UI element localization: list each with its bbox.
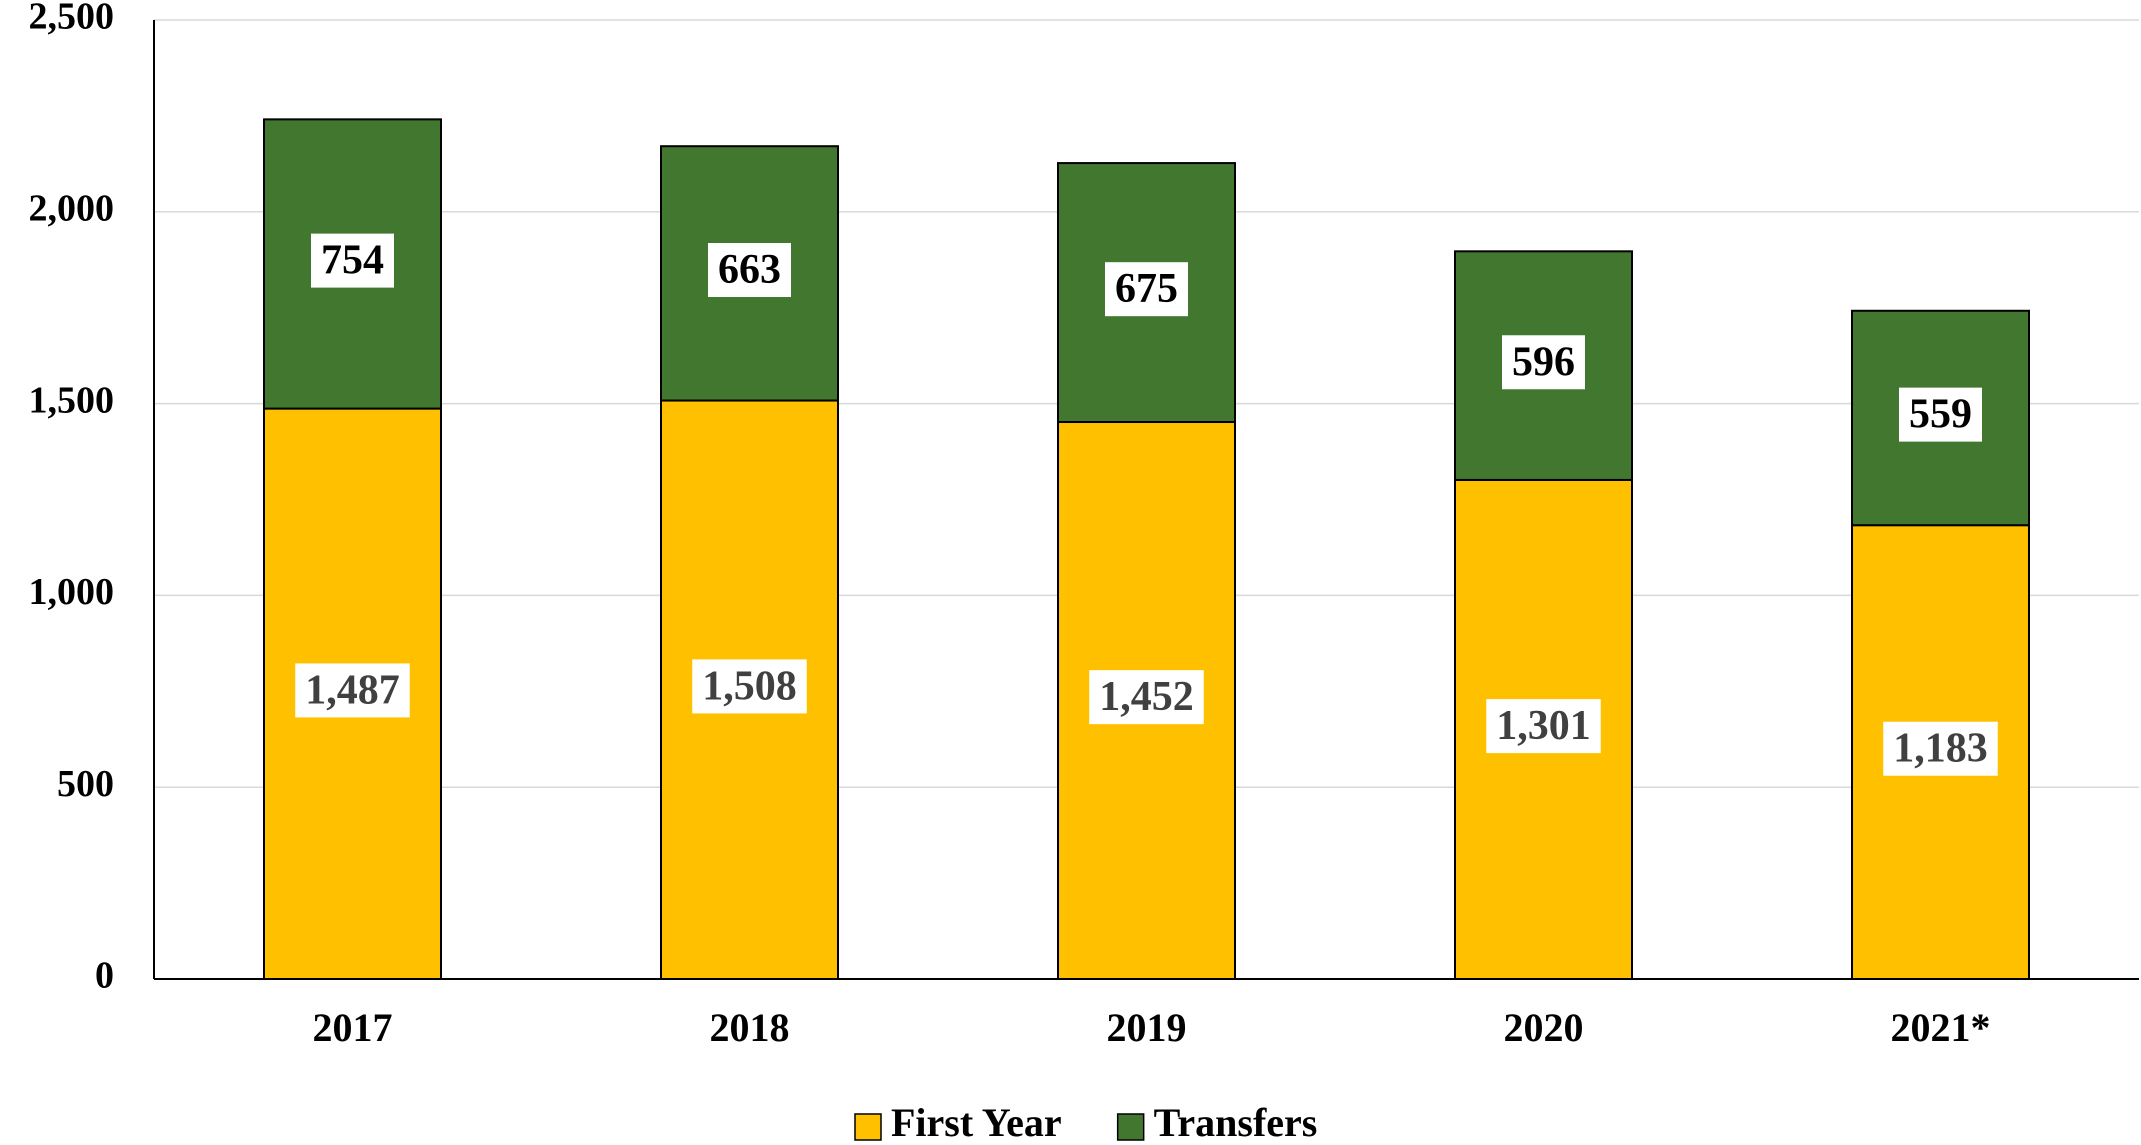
data-label-box (1486, 699, 1601, 754)
x-tick-label: 2018 (710, 1005, 790, 1050)
data-label-text: 675 (1115, 266, 1178, 312)
data-label: 1,183 (1883, 721, 1998, 776)
data-label-text: 1,301 (1496, 703, 1591, 749)
legend-swatch (1116, 1113, 1145, 1141)
x-tick-label: 2020 (1504, 1005, 1584, 1050)
data-label-text: 1,183 (1893, 726, 1988, 772)
data-label-box (708, 243, 791, 298)
data-label: 1,508 (692, 659, 807, 714)
data-label-text: 1,452 (1099, 674, 1194, 720)
y-tick-label: 0 (95, 955, 114, 997)
y-tick-label: 2,000 (29, 188, 115, 230)
data-label: 1,487 (295, 663, 410, 718)
data-label-box (1502, 335, 1585, 390)
legend-swatch (854, 1113, 882, 1141)
x-tick-label: 2021* (1891, 1005, 1991, 1050)
data-label-text: 754 (321, 238, 384, 284)
data-label: 1,301 (1486, 699, 1601, 754)
legend-label: First Year (891, 1100, 1062, 1145)
data-label-box (1105, 262, 1188, 317)
data-label: 754 (311, 233, 394, 288)
x-tick-label: 2019 (1107, 1005, 1187, 1050)
data-label-text: 559 (1909, 392, 1972, 438)
data-label: 663 (708, 243, 791, 298)
data-label-box (295, 663, 410, 718)
data-label-box (692, 659, 807, 714)
data-label-text: 596 (1512, 339, 1575, 385)
legend-label: Transfers (1154, 1100, 1318, 1145)
data-label: 559 (1899, 387, 1982, 442)
data-label: 596 (1502, 335, 1585, 390)
x-tick-label: 2017 (313, 1005, 393, 1050)
y-tick-label: 1,000 (29, 571, 115, 613)
y-tick-label: 2,500 (29, 0, 115, 38)
y-tick-label: 500 (57, 763, 114, 805)
data-label-text: 1,508 (702, 663, 797, 709)
data-label-box (1899, 387, 1982, 442)
data-label-box (1089, 670, 1204, 725)
data-label: 1,452 (1089, 670, 1204, 725)
data-label-text: 1,487 (305, 667, 400, 713)
data-label-box (1883, 721, 1998, 776)
y-tick-label: 1,500 (29, 379, 115, 421)
data-label: 675 (1105, 262, 1188, 317)
data-label-text: 663 (718, 247, 781, 293)
data-label-box (311, 233, 394, 288)
